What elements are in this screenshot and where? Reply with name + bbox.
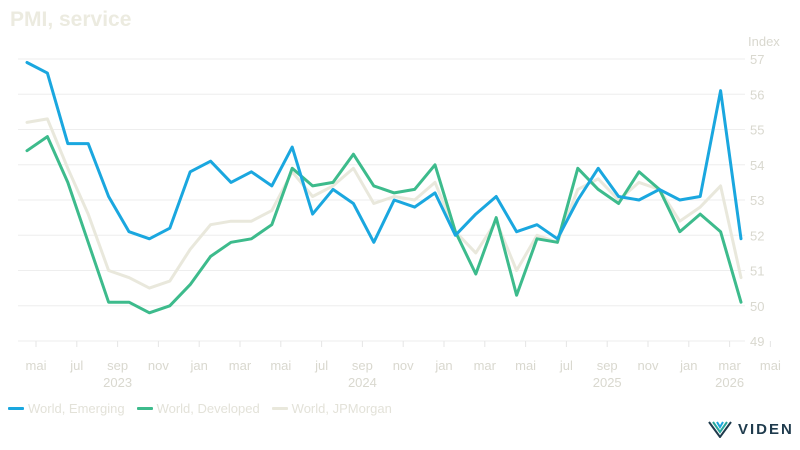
x-tick-label: nov [148, 358, 169, 373]
legend-label-jpmorgan: World, JPMorgan [291, 401, 392, 416]
x-year-label: 2024 [348, 375, 377, 390]
x-tick-label: mai [270, 358, 291, 373]
line-chart: 49 50 51 52 53 54 55 56 57 Index mai jul sep 2023 nov… [18, 34, 781, 390]
x-tick-label: sep [107, 358, 128, 373]
y-tick-label: 50 [750, 299, 764, 314]
y-tick-label: 54 [750, 158, 764, 173]
y-tick-label: 53 [750, 193, 764, 208]
viden-logo: VIDEN [708, 420, 794, 438]
legend-item-developed[interactable]: World, Developed [136, 401, 260, 416]
y-tick-label: 55 [750, 123, 764, 138]
x-year-label: 2025 [593, 375, 622, 390]
x-tick-label: mai [760, 358, 781, 373]
x-tick-label: mar [229, 358, 252, 373]
legend-label-emerging: World, Emerging [28, 401, 125, 416]
series-line-world-developed [25, 135, 743, 315]
y-tick-label: 52 [750, 228, 764, 243]
viden-logo-icon [708, 421, 732, 438]
x-tick-label: mai [26, 358, 47, 373]
legend-swatch-jpmorgan [271, 407, 288, 410]
y-axis: 49 50 51 52 53 54 55 56 57 Index [748, 34, 780, 349]
x-tick-label: mai [515, 358, 536, 373]
x-tick-label: jan [190, 358, 208, 373]
x-tick-label: nov [393, 358, 414, 373]
series-line-world-emerging [25, 61, 743, 244]
legend-swatch-emerging [8, 407, 24, 410]
x-tick-label: sep [597, 358, 618, 373]
x-tick-label: jan [679, 358, 697, 373]
series-line-world-jpmorgan [25, 117, 743, 290]
x-tick-label: jan [434, 358, 452, 373]
y-tick-label: 49 [750, 334, 764, 349]
y-tick-label: 57 [750, 52, 764, 67]
legend: World, Emerging World, Developed World, … [8, 401, 392, 416]
y-tick-label: 56 [750, 87, 764, 102]
x-year-label: 2023 [103, 375, 132, 390]
legend-item-jpmorgan[interactable]: World, JPMorgan [271, 401, 392, 416]
legend-swatch-developed [136, 407, 153, 410]
x-tick-label: jul [314, 358, 328, 373]
legend-item-emerging[interactable]: World, Emerging [8, 401, 125, 416]
x-axis: mai jul sep 2023 nov jan mar mai jul sep 2024 nov ja… [26, 341, 781, 390]
chart-title: PMI, service [10, 8, 132, 31]
x-tick-label: jul [559, 358, 573, 373]
x-tick-label: nov [638, 358, 659, 373]
y-tick-label: 51 [750, 264, 764, 279]
legend-label-developed: World, Developed [156, 401, 260, 416]
y-axis-label: Index [748, 34, 780, 49]
x-year-label: 2026 [715, 375, 744, 390]
logo-text: VIDEN [738, 420, 794, 438]
x-tick-label: mar [718, 358, 741, 373]
x-tick-label: mar [474, 358, 497, 373]
x-tick-label: sep [352, 358, 373, 373]
x-tick-label: jul [69, 358, 83, 373]
series-lines [25, 61, 743, 315]
